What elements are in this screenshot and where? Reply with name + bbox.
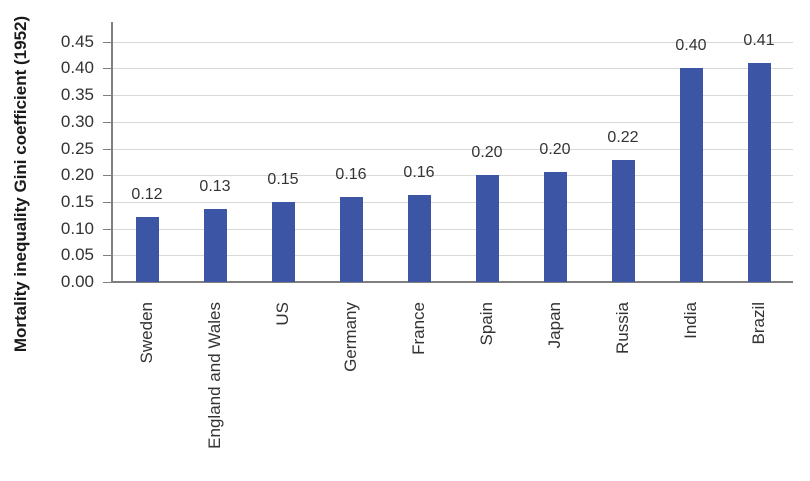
gridline (113, 228, 793, 230)
gridline (113, 148, 793, 150)
y-axis-tick (103, 228, 112, 230)
y-tick-label: 0.15 (60, 191, 94, 211)
category-label: France (409, 302, 428, 355)
category-label: US (273, 302, 292, 326)
gridline (113, 41, 793, 43)
bar (679, 68, 703, 282)
bar-value-label: 0.13 (199, 178, 231, 195)
gridline (113, 255, 793, 257)
y-tick-label: 0.30 (60, 111, 94, 131)
bar-value-label: 0.20 (539, 141, 571, 158)
y-axis-tick (103, 255, 112, 257)
y-axis-tick (103, 201, 112, 203)
bar (407, 195, 431, 282)
bar (271, 202, 295, 282)
bar-value-label: 0.16 (335, 166, 367, 183)
bar-value-label: 0.40 (675, 37, 707, 54)
category-label: Brazil (749, 302, 768, 345)
y-axis-tick (103, 95, 112, 97)
y-axis-title: Mortality inequality Gini coefficient (1… (11, 15, 30, 353)
y-axis-tick (103, 121, 112, 123)
bar-value-label: 0.20 (471, 144, 503, 161)
gridline (113, 95, 793, 97)
y-axis-tick (103, 282, 112, 283)
category-label: Spain (477, 302, 496, 346)
gridline (113, 121, 793, 123)
y-axis-tick (103, 175, 112, 177)
gridline (113, 175, 793, 177)
category-label: India (681, 302, 700, 339)
x-axis-line (111, 281, 793, 283)
y-axis-tick (103, 68, 112, 70)
y-axis-tick (103, 41, 112, 43)
category-label: England and Wales (205, 302, 224, 449)
bar-value-label: 0.22 (607, 129, 639, 146)
bar (543, 172, 567, 282)
bar (611, 160, 635, 282)
category-label: Japan (545, 302, 564, 349)
bar (475, 175, 499, 282)
y-tick-label: 0.25 (60, 138, 94, 158)
bar (135, 217, 159, 282)
category-label: Germany (341, 302, 360, 372)
category-label: Russia (613, 302, 632, 354)
category-label: Sweden (137, 302, 156, 364)
y-tick-label: 0.45 (60, 31, 94, 51)
y-tick-label: 0.00 (60, 272, 94, 291)
bar-value-label: 0.12 (131, 186, 163, 203)
y-tick-label: 0.40 (60, 58, 94, 78)
bar (747, 63, 771, 282)
y-tick-label: 0.05 (60, 245, 94, 265)
bar-value-label: 0.41 (743, 32, 775, 49)
gridline (113, 201, 793, 203)
bar-value-label: 0.15 (267, 171, 299, 188)
bar-value-label: 0.16 (403, 164, 435, 181)
bar (203, 209, 227, 282)
y-axis-line (111, 22, 113, 283)
y-tick-label: 0.10 (60, 218, 94, 238)
bar (339, 197, 363, 282)
y-tick-label: 0.20 (60, 165, 94, 185)
gridline (113, 68, 793, 70)
y-axis-tick (103, 148, 112, 150)
y-tick-label: 0.35 (60, 85, 94, 105)
